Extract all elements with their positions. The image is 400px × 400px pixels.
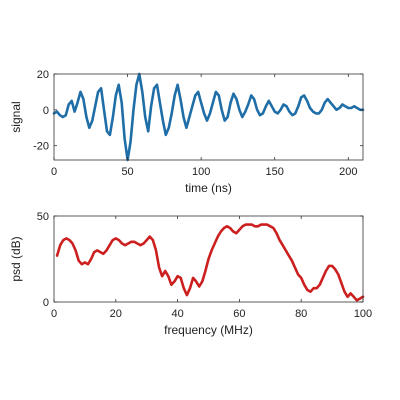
psd-x-tick-label: 60 [233, 308, 245, 320]
psd-axes-box [53, 215, 364, 303]
psd-x-tick-label: 0 [51, 308, 57, 320]
signal-y-axis-label: signal [9, 101, 23, 132]
psd-y-axis-label: psd (dB) [9, 236, 23, 281]
signal-x-axis-label: time (ns) [185, 181, 232, 195]
signal-y-tick-label: 0 [43, 105, 49, 117]
psd-y-tick-label: 0 [43, 297, 49, 309]
psd-x-tick-label: 40 [171, 308, 183, 320]
psd-x-tick-label: 20 [110, 308, 122, 320]
signal-x-tick-label: 0 [51, 166, 57, 178]
psd-y-tick-label: 50 [37, 211, 49, 223]
signal-series-line-0 [52, 72, 365, 162]
signal-x-tick-label: 200 [339, 166, 357, 178]
psd-x-axis-label: frequency (MHz) [164, 323, 253, 337]
time-signal-panel: 0 50 100 150 200 -20 0 20 time (ns) signal [9, 69, 365, 195]
psd-x-tick-label: 100 [354, 308, 372, 320]
psd-panel: 0 20 40 60 80 100 0 50 frequency (MHz) psd (dB) [9, 211, 372, 337]
signal-x-tick-label: 100 [192, 166, 210, 178]
signal-x-tick-label: 150 [266, 166, 284, 178]
signal-y-tick-label: 20 [37, 69, 49, 81]
signal-x-tick-label: 50 [121, 166, 133, 178]
psd-x-tick-label: 80 [295, 308, 307, 320]
signal-y-tick-label: -20 [33, 141, 49, 153]
psd-series-line-0 [55, 223, 365, 302]
signal-axes-box [53, 73, 364, 161]
